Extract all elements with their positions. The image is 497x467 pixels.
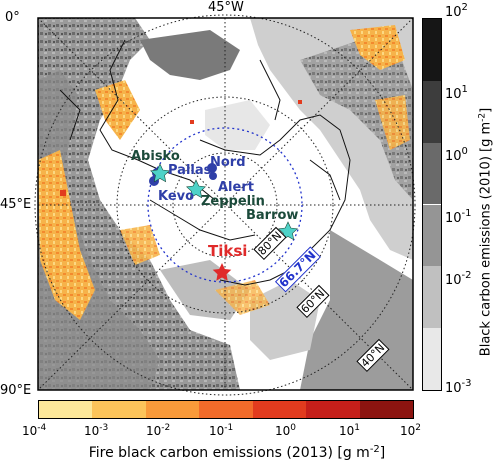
right-colorbar-seg-3 xyxy=(423,204,441,267)
lon-label-left-mid: 45°E xyxy=(0,197,32,212)
arctic-circle xyxy=(147,127,303,283)
right-colorbar xyxy=(422,18,442,391)
right-cb-tick-4: 10-2 xyxy=(445,270,472,288)
station-label-pallas: Pallas xyxy=(168,163,212,178)
right-cb-tick-0: 102 xyxy=(445,2,468,20)
bottom-colorbar xyxy=(38,400,414,419)
lon-label-top: 45°W xyxy=(208,0,244,15)
bottom-cb-tick-1: 10-3 xyxy=(84,423,109,438)
station-markers xyxy=(149,163,298,281)
bottom-cb-tick-3: 10-1 xyxy=(209,423,234,438)
land-gray xyxy=(38,18,413,390)
graticule xyxy=(34,14,416,396)
bottom-colorbar-seg-4 xyxy=(252,401,307,418)
station-label-nord: Nord xyxy=(210,155,246,170)
bottom-colorbar-seg-2 xyxy=(145,401,200,418)
bottom-cb-tick-2: 10-2 xyxy=(146,423,171,438)
station-label-abisko: Abisko xyxy=(131,149,180,164)
station-label-tiksi: Tiksi xyxy=(208,242,248,260)
bottom-colorbar-seg-6 xyxy=(359,401,413,418)
bottom-colorbar-seg-1 xyxy=(92,401,146,418)
right-cb-tick-3: 10-1 xyxy=(445,208,472,226)
bottom-colorbar-label: Fire black carbon emissions (2013) [g m-… xyxy=(88,444,386,462)
right-colorbar-label: Black carbon emissions (2010) [g m-2] xyxy=(477,107,494,357)
bottom-colorbar-seg-0 xyxy=(39,401,93,418)
station-label-kevo: Kevo xyxy=(158,189,195,204)
bottom-cb-tick-6: 102 xyxy=(400,423,422,438)
bottom-colorbar-seg-5 xyxy=(306,401,360,418)
right-cb-tick-1: 101 xyxy=(445,84,468,102)
lon-label-top-left: 0° xyxy=(5,10,20,25)
right-colorbar-seg-4 xyxy=(423,266,441,329)
lon-label-bottom-left: 90°E xyxy=(0,383,32,398)
bottom-cb-tick-4: 100 xyxy=(275,423,297,438)
bottom-cb-tick-5: 101 xyxy=(339,423,361,438)
bottom-colorbar-seg-3 xyxy=(199,401,253,418)
right-colorbar-seg-1 xyxy=(423,80,441,143)
right-colorbar-seg-5 xyxy=(423,328,441,390)
bottom-cb-tick-0: 10-4 xyxy=(22,423,47,438)
station-label-alert: Alert xyxy=(218,180,254,195)
right-cb-tick-2: 100 xyxy=(445,146,468,164)
station-label-barrow: Barrow xyxy=(246,208,299,223)
right-colorbar-seg-2 xyxy=(423,142,441,205)
right-cb-tick-5: 10-3 xyxy=(445,378,472,396)
station-label-zeppelin: Zeppelin xyxy=(201,194,265,209)
right-colorbar-seg-0 xyxy=(423,19,441,81)
